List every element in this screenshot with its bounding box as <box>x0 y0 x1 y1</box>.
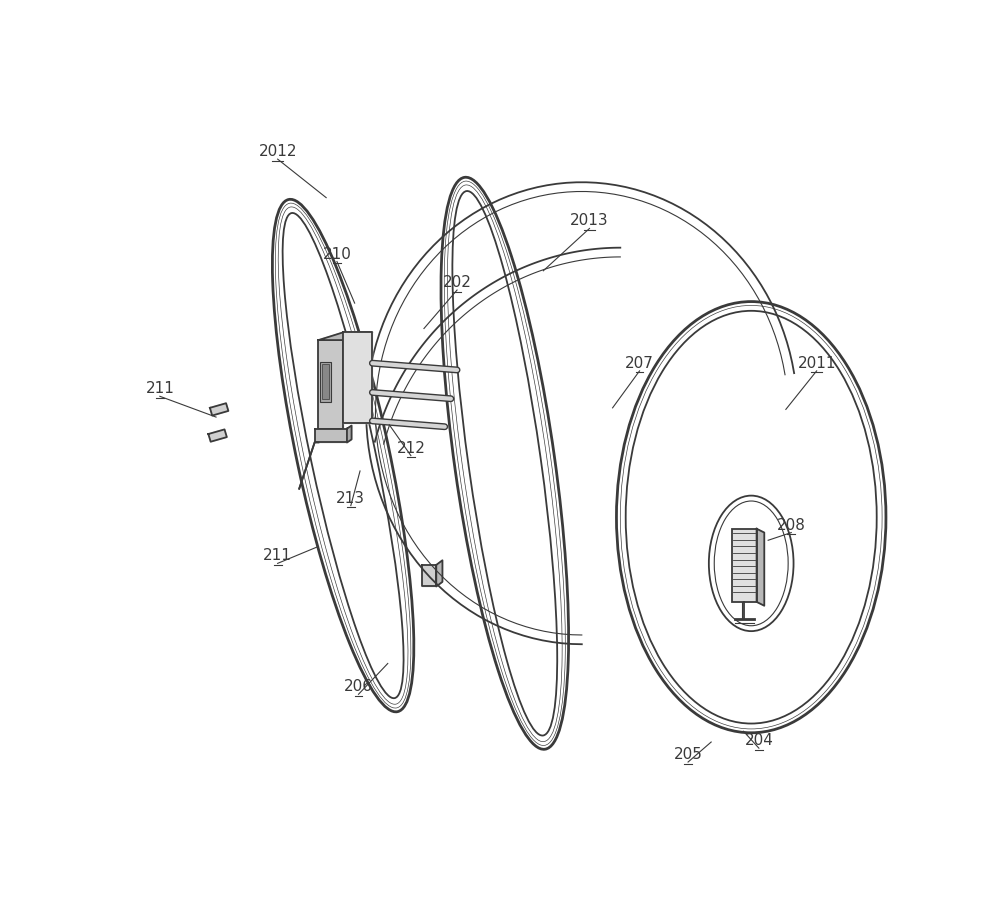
Text: 202: 202 <box>443 275 471 290</box>
Polygon shape <box>343 333 372 424</box>
Text: 211: 211 <box>145 381 174 396</box>
Polygon shape <box>315 429 347 443</box>
Polygon shape <box>757 529 764 605</box>
Text: 206: 206 <box>344 679 373 694</box>
Text: 211: 211 <box>263 548 292 564</box>
Polygon shape <box>422 564 436 586</box>
Text: 204: 204 <box>744 734 773 748</box>
Text: 205: 205 <box>674 747 702 762</box>
Polygon shape <box>318 340 343 429</box>
Text: 207: 207 <box>625 356 654 371</box>
Polygon shape <box>210 404 228 415</box>
Text: 210: 210 <box>323 246 351 262</box>
Bar <box>320 362 331 402</box>
Bar <box>732 529 757 602</box>
Polygon shape <box>208 429 227 442</box>
Text: 2011: 2011 <box>797 356 836 371</box>
Text: 213: 213 <box>336 491 365 505</box>
Text: 208: 208 <box>777 517 806 533</box>
Text: 212: 212 <box>396 441 425 455</box>
Bar <box>322 364 329 399</box>
Polygon shape <box>318 333 372 340</box>
Text: 2013: 2013 <box>570 214 609 228</box>
Polygon shape <box>347 425 352 443</box>
Text: 2012: 2012 <box>258 145 297 159</box>
Polygon shape <box>436 560 442 586</box>
